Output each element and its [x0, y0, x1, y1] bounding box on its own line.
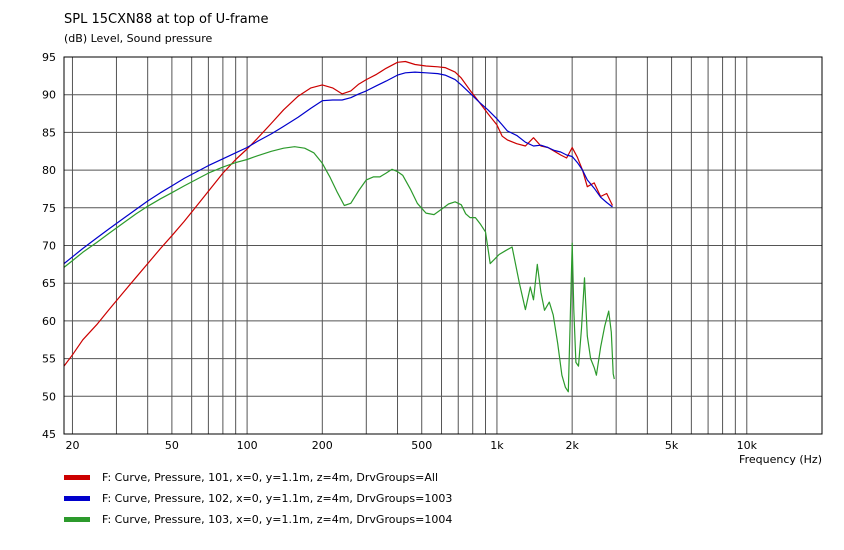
y-tick-label: 75: [42, 202, 56, 215]
x-axis-label: Frequency (Hz): [739, 453, 822, 466]
y-tick-label: 60: [42, 315, 56, 328]
legend-swatch: [64, 474, 90, 480]
y-tick-label: 70: [42, 240, 56, 253]
y-tick-label: 55: [42, 353, 56, 366]
plot-frame: [63, 56, 823, 435]
y-tick-label: 50: [42, 390, 56, 403]
legend-item: F: Curve, Pressure, 103, x=0, y=1.1m, z=…: [64, 511, 452, 527]
y-tick-label: 65: [42, 277, 56, 290]
x-tick-label: 1k: [490, 439, 504, 452]
x-tick-label: 5k: [665, 439, 679, 452]
y-tick-label: 85: [42, 126, 56, 139]
legend-label: F: Curve, Pressure, 103, x=0, y=1.1m, z=…: [102, 512, 453, 526]
x-tick-label: 100: [237, 439, 258, 452]
legend-item: F: Curve, Pressure, 102, x=0, y=1.1m, z=…: [64, 490, 452, 506]
x-tick-label: 500: [411, 439, 432, 452]
x-tick-label: 10k: [737, 439, 758, 452]
y-tick-label: 80: [42, 164, 56, 177]
series-line-3: [63, 146, 615, 393]
legend-swatch: [64, 516, 90, 522]
series-line-1: [63, 60, 614, 367]
chart-title: SPL 15CXN88 at top of U-frame: [64, 12, 269, 27]
legend-swatch: [64, 495, 90, 501]
x-tick-label: 50: [165, 439, 179, 452]
y-axis-label: (dB) Level, Sound pressure: [64, 32, 213, 45]
y-tick-label: 90: [42, 89, 56, 102]
x-tick-label: 2k: [565, 439, 579, 452]
y-tick-label: 45: [42, 428, 56, 441]
legend-item: F: Curve, Pressure, 101, x=0, y=1.1m, z=…: [64, 469, 438, 485]
legend-label: F: Curve, Pressure, 102, x=0, y=1.1m, z=…: [102, 491, 453, 505]
y-tick-label: 95: [42, 51, 56, 64]
series-line-2: [63, 71, 613, 265]
x-tick-label: 20: [65, 439, 79, 452]
x-tick-label: 200: [312, 439, 333, 452]
legend-label: F: Curve, Pressure, 101, x=0, y=1.1m, z=…: [102, 470, 438, 484]
